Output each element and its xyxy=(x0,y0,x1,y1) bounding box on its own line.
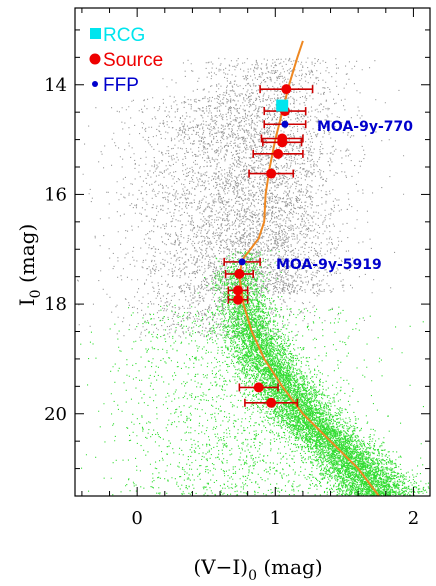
annotation-moa-9y-5919: MOA-9y-5919 xyxy=(276,257,382,273)
source-point-7 xyxy=(232,285,243,296)
legend-source-label: Source xyxy=(103,50,163,71)
plot-border xyxy=(74,7,431,497)
x-tick-label: 2 xyxy=(408,508,419,529)
rcg-point-0 xyxy=(276,99,289,112)
y-axis-title-subscript: 0 xyxy=(28,289,44,298)
legend-entry-rcg: RCG xyxy=(90,25,145,46)
y-axis-title-unit: (mag) xyxy=(15,224,39,290)
annotation-moa-9y-770: MOA-9y-770 xyxy=(317,119,413,135)
x-tick-label: 1 xyxy=(270,508,281,529)
legend-entry-source: Source xyxy=(89,50,163,71)
source-point-5 xyxy=(266,168,277,179)
field-star-dots-main-sequence xyxy=(197,250,430,497)
legend-ffp-label: FFP xyxy=(103,75,139,96)
y-tick-label: 14 xyxy=(44,75,67,96)
field-stars-layer xyxy=(77,57,430,497)
source-point-6 xyxy=(234,268,245,279)
source-point-4 xyxy=(273,148,284,159)
y-tick-label: 20 xyxy=(44,404,67,425)
x-axis-title-main: (V−I) xyxy=(193,555,248,579)
x-tick-label: 0 xyxy=(131,508,142,529)
legend-ffp-marker xyxy=(92,81,98,87)
y-tick-label: 18 xyxy=(44,294,67,315)
source-point-0 xyxy=(281,84,292,95)
legend: RCG Source FFP xyxy=(89,25,163,96)
ffp-point-1 xyxy=(238,258,246,266)
legend-source-marker xyxy=(89,53,101,65)
source-point-8 xyxy=(232,294,243,305)
ffp-point-0 xyxy=(281,120,289,128)
y-axis-title: I0 (mag) xyxy=(15,224,44,306)
legend-entry-ffp: FFP xyxy=(92,75,139,96)
plot-frame xyxy=(74,7,431,497)
isochrone-line xyxy=(238,40,380,497)
source-point-10 xyxy=(266,397,277,408)
legend-rcg-label: RCG xyxy=(103,25,145,46)
data-points-layer xyxy=(223,84,314,408)
field-stars-main-sequence xyxy=(197,250,430,497)
legend-rcg-marker xyxy=(90,28,101,39)
y-tick-label: 16 xyxy=(44,184,67,205)
y-axis-title-main: I xyxy=(15,298,39,306)
source-point-3 xyxy=(277,137,288,148)
isochrone-layer xyxy=(238,40,380,497)
x-axis-title-subscript: 0 xyxy=(248,568,257,584)
source-point-9 xyxy=(253,382,264,393)
x-axis-title-unit: (mag) xyxy=(257,555,323,579)
x-axis-title: (V−I)0 (mag) xyxy=(193,555,322,584)
